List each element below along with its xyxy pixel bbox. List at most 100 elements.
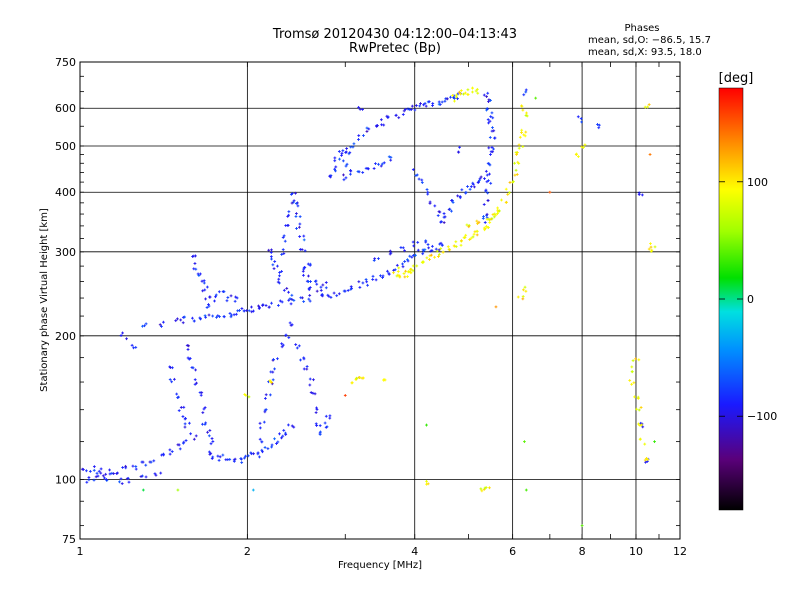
data-point-x-mode [523,285,527,289]
data-point-o-mode [294,343,298,346]
data-point-o-mode [352,142,356,146]
data-point-o-mode [479,175,483,179]
data-point-o-mode [295,227,298,230]
data-point-o-mode [362,134,365,137]
data-point-o-mode [201,422,204,426]
data-point-o-mode [485,180,489,184]
data-point-o-mode [327,294,331,298]
data-point-o-mode [228,311,232,315]
data-point-o-mode [311,391,315,395]
data-point-outlier [534,96,538,100]
data-point-o-mode [302,357,306,361]
data-point-x-mode [459,92,462,96]
data-point-x-mode [500,198,503,202]
data-point-x-mode [459,89,463,92]
data-point-o-mode [422,249,425,253]
data-point-o-mode [364,278,368,281]
data-point-o-mode [416,240,420,244]
data-point-o-mode [233,299,237,303]
data-point-o-mode [207,313,211,317]
data-point-o-mode [440,243,444,247]
data-point-o-mode [328,174,331,178]
data-point-o-mode [240,307,244,310]
data-point-o-mode [211,314,215,318]
data-point-o-mode [357,170,361,174]
data-point-o-mode [207,434,211,438]
data-point-o-mode [377,257,380,260]
colorbar: [deg] 100 0 −100 [719,71,777,511]
data-point-o-mode [484,169,488,173]
data-point-o-mode [225,299,229,303]
data-point-x-mode [637,358,641,362]
data-point-outlier [523,440,526,444]
data-point-o-mode [152,459,156,463]
data-point-o-mode [493,136,496,140]
data-point-o-mode [379,164,383,168]
data-point-o-mode [443,99,447,103]
data-point-o-mode [490,111,494,115]
data-point-o-mode [313,392,317,396]
data-point-o-mode [232,313,236,317]
data-point-o-mode [381,276,384,279]
data-point-o-mode [194,267,198,271]
data-point-o-mode [437,248,441,252]
data-point-x-mode [398,275,402,279]
data-point-o-mode [162,320,165,324]
data-point-o-mode [487,121,490,125]
data-point-o-mode [179,406,183,409]
data-point-x-mode [582,146,585,149]
data-point-x-mode [422,260,425,264]
data-point-o-mode [464,190,468,194]
data-point-o-mode [472,185,476,189]
data-point-o-mode [483,177,486,181]
data-point-o-mode [127,480,131,484]
data-point-o-mode [492,147,495,151]
data-point-o-mode [366,283,369,287]
data-point-o-mode [372,167,376,170]
data-point-o-mode [305,367,309,371]
data-point-o-mode [358,107,362,111]
data-point-o-mode [276,280,280,284]
data-point-o-mode [292,299,296,302]
data-point-o-mode [141,324,144,328]
data-point-o-mode [422,103,425,107]
data-point-x-mode [521,108,525,112]
data-point-o-mode [298,248,302,251]
data-point-o-mode [256,452,260,456]
data-point-o-mode [344,164,348,168]
data-point-x-mode [637,422,640,426]
data-point-o-mode [208,295,211,299]
data-point-o-mode [222,315,226,318]
data-point-o-mode [379,274,382,278]
data-point-o-mode [269,255,273,259]
data-point-o-mode [489,115,493,119]
data-point-o-mode [132,346,135,350]
data-point-o-mode [357,105,361,109]
data-point-o-mode [240,461,244,464]
data-point-o-mode [318,424,322,428]
data-point-o-mode [371,274,375,278]
data-point-o-mode [411,168,415,171]
data-point-o-mode [476,181,480,184]
data-point-o-mode [198,316,202,320]
x-tick-label: 4 [411,545,418,558]
data-point-o-mode [134,465,138,468]
data-point-x-mode [508,191,511,195]
data-point-o-mode [275,442,278,445]
data-point-o-mode [491,126,494,129]
data-point-x-mode [491,213,495,216]
data-point-o-mode [181,415,185,418]
data-point-o-mode [418,104,422,108]
y-axis-ticks: 75 100 200 300 400 500 600 750 [55,56,680,546]
data-point-o-mode [372,259,376,262]
data-point-o-mode [97,469,101,473]
data-point-x-mode [407,270,411,273]
data-point-o-mode [267,248,271,252]
colorbar-label: [deg] [719,71,754,86]
data-point-o-mode [189,432,193,436]
x-tick-label: 2 [244,545,251,558]
data-point-o-mode [206,430,209,434]
data-point-o-mode [297,344,301,348]
data-point-o-mode [333,156,337,160]
data-point-o-mode [94,475,98,479]
